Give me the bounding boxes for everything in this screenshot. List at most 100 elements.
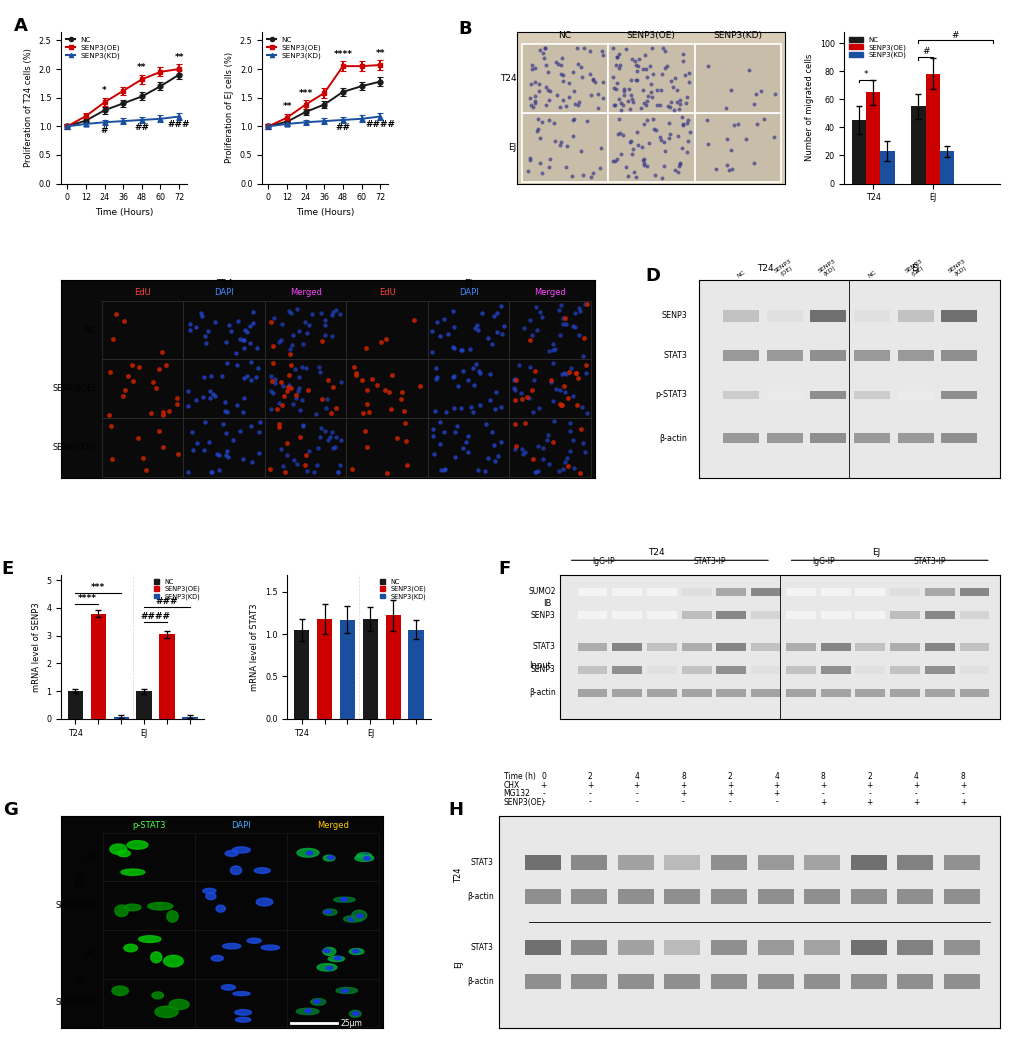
Bar bbox=[571, 974, 606, 989]
Point bbox=[100, 406, 116, 423]
Point bbox=[187, 391, 204, 408]
Bar bbox=[897, 940, 932, 955]
Point bbox=[298, 359, 314, 376]
Point bbox=[377, 331, 393, 348]
Circle shape bbox=[341, 989, 347, 992]
Point bbox=[612, 101, 629, 118]
Text: SENP3(KD): SENP3(KD) bbox=[712, 31, 761, 40]
Bar bbox=[820, 689, 850, 696]
Point bbox=[466, 376, 482, 393]
Polygon shape bbox=[333, 897, 355, 902]
Point bbox=[638, 92, 654, 109]
Point bbox=[656, 143, 673, 160]
Bar bbox=[571, 889, 606, 904]
Point bbox=[448, 418, 465, 435]
Point bbox=[274, 458, 290, 475]
Point bbox=[230, 313, 247, 330]
Text: #: # bbox=[101, 126, 108, 135]
Bar bbox=[646, 612, 677, 619]
Text: #: # bbox=[951, 31, 958, 39]
Text: Input: Input bbox=[529, 661, 550, 670]
Point bbox=[459, 372, 475, 389]
Circle shape bbox=[340, 898, 346, 901]
Bar bbox=[293, 630, 309, 719]
Bar bbox=[786, 666, 815, 674]
Text: +: + bbox=[772, 789, 780, 798]
Point bbox=[515, 320, 531, 337]
Point bbox=[506, 391, 523, 408]
Point bbox=[495, 317, 512, 334]
Point bbox=[179, 383, 196, 400]
Point bbox=[116, 313, 132, 330]
Point bbox=[524, 450, 540, 467]
Text: T24: T24 bbox=[77, 873, 86, 889]
Point bbox=[623, 51, 639, 68]
Point bbox=[557, 158, 574, 175]
Bar bbox=[855, 666, 884, 674]
Point bbox=[544, 355, 560, 372]
Point bbox=[549, 55, 566, 72]
Point bbox=[660, 129, 677, 146]
Point bbox=[214, 416, 230, 432]
Point bbox=[523, 326, 539, 343]
Bar bbox=[611, 588, 642, 596]
Y-axis label: mRNA level of STAT3: mRNA level of STAT3 bbox=[251, 603, 259, 690]
Point bbox=[168, 395, 184, 412]
Text: +: + bbox=[540, 780, 546, 790]
Point bbox=[286, 452, 303, 469]
Point bbox=[532, 154, 548, 171]
Point bbox=[522, 312, 538, 329]
Point bbox=[565, 318, 581, 335]
Bar bbox=[715, 642, 746, 651]
Bar bbox=[715, 588, 746, 596]
Point bbox=[609, 125, 626, 142]
Point bbox=[568, 40, 584, 57]
Point bbox=[551, 395, 568, 412]
Bar bbox=[940, 152, 954, 183]
Bar bbox=[159, 634, 174, 719]
Point bbox=[610, 110, 627, 127]
Point bbox=[648, 96, 664, 113]
Text: β-actin: β-actin bbox=[467, 893, 493, 901]
Bar bbox=[715, 689, 746, 696]
Point bbox=[169, 390, 185, 407]
Polygon shape bbox=[225, 850, 237, 856]
Point bbox=[196, 441, 212, 458]
Point bbox=[664, 78, 681, 95]
Polygon shape bbox=[167, 911, 178, 922]
Text: **: ** bbox=[137, 63, 147, 72]
Point bbox=[197, 413, 213, 430]
Point bbox=[467, 319, 483, 336]
Bar bbox=[663, 889, 700, 904]
Point bbox=[293, 391, 310, 408]
Bar bbox=[924, 612, 954, 619]
Point bbox=[379, 465, 395, 482]
Polygon shape bbox=[254, 868, 270, 873]
Bar bbox=[681, 666, 711, 674]
Circle shape bbox=[334, 956, 340, 960]
Text: 2: 2 bbox=[727, 772, 732, 781]
Point bbox=[593, 42, 609, 59]
Point bbox=[275, 377, 291, 394]
Point bbox=[471, 365, 487, 382]
Point bbox=[558, 138, 575, 155]
Text: T24: T24 bbox=[216, 279, 232, 288]
Bar bbox=[521, 45, 607, 113]
Point bbox=[680, 65, 696, 82]
Bar bbox=[521, 113, 607, 182]
Bar bbox=[694, 45, 781, 113]
Point bbox=[507, 438, 524, 455]
Bar bbox=[897, 889, 932, 904]
Text: **: ** bbox=[375, 49, 384, 58]
Point bbox=[627, 57, 643, 74]
Point bbox=[486, 436, 502, 453]
Polygon shape bbox=[115, 905, 128, 917]
Bar bbox=[757, 974, 793, 989]
Text: NC: NC bbox=[86, 852, 97, 862]
Point bbox=[521, 389, 537, 406]
Point bbox=[287, 389, 304, 406]
Point bbox=[578, 405, 594, 422]
Point bbox=[672, 95, 688, 112]
Point bbox=[638, 158, 654, 175]
Point bbox=[570, 370, 586, 387]
